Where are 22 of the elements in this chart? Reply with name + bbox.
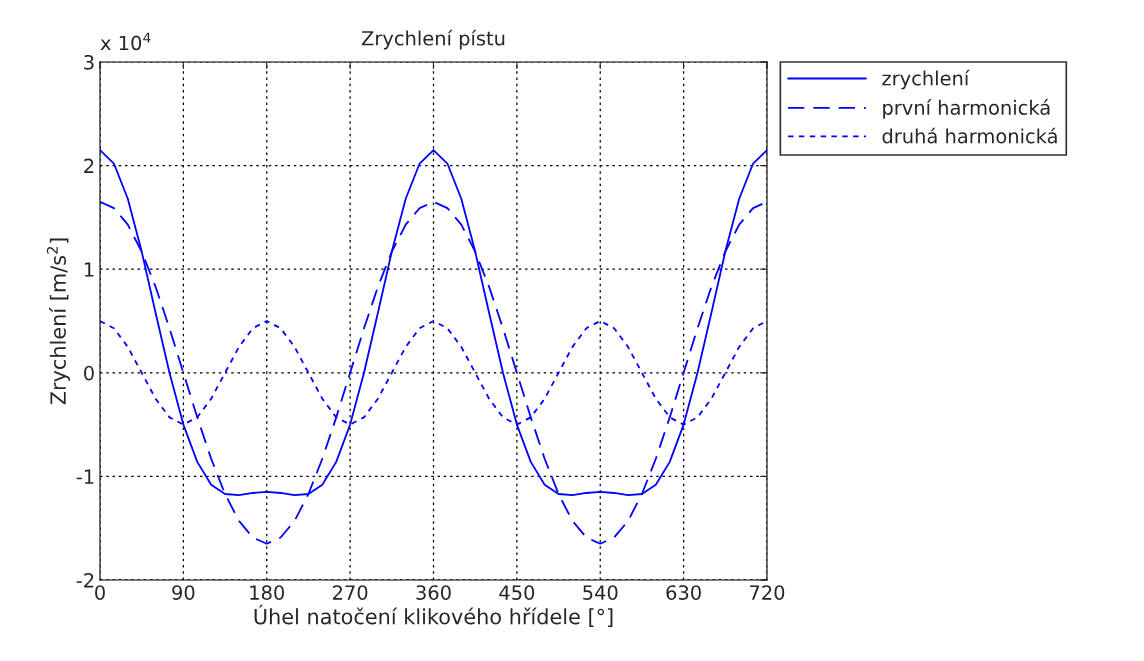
x-axis-title: Úhel natočení klikového hřídele [°] bbox=[254, 604, 613, 627]
x-tick-label: 90 bbox=[172, 585, 195, 600]
legend-label: první harmonická bbox=[883, 99, 1050, 119]
x-tick-label: 720 bbox=[750, 585, 785, 600]
y-tick-label: -2 bbox=[76, 572, 94, 588]
y-tick-label: 2 bbox=[84, 158, 94, 173]
chart-title: Zrychlení pístu bbox=[361, 29, 505, 50]
legend-label: zrychlení bbox=[882, 69, 970, 90]
text: x 10$^{4}$ bbox=[100, 32, 151, 51]
x-tick-label: 180 bbox=[250, 585, 285, 600]
x-tick-label: 450 bbox=[499, 585, 535, 600]
x-tick-label: 270 bbox=[332, 585, 368, 600]
x-tick-label: 360 bbox=[416, 585, 451, 600]
x-tick-label: 630 bbox=[666, 585, 701, 600]
x-tick-label: 540 bbox=[583, 585, 618, 600]
y-axis-title: Zrychlení [m/s$^{2}$] bbox=[46, 238, 70, 405]
x-tick-label: 0 bbox=[95, 585, 105, 600]
y-tick-label: 3 bbox=[84, 54, 94, 70]
legend-label: druhá harmonická bbox=[882, 127, 1057, 144]
y-tick-label: -1 bbox=[76, 469, 94, 484]
y-tick-label: 1 bbox=[84, 262, 94, 277]
y-tick-label: 0 bbox=[84, 365, 94, 381]
